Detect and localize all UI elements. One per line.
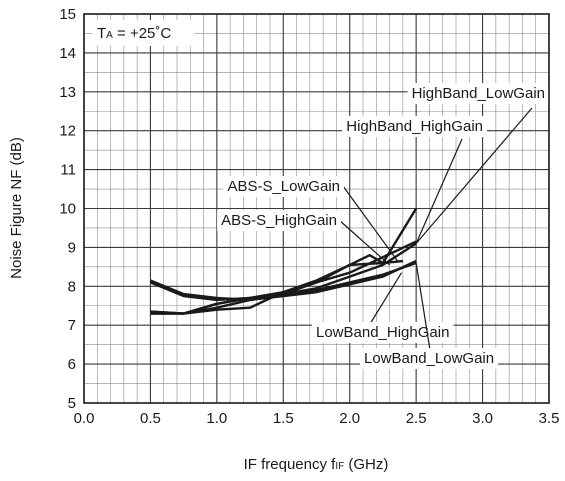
x-tick-label: 3.0	[472, 410, 493, 427]
y-tick-label: 8	[68, 278, 76, 295]
y-tick-label: 13	[59, 84, 76, 101]
y-tick-label: 15	[59, 6, 76, 23]
callout-lowband-lowgain-leader	[415, 262, 431, 351]
x-tick-label: 3.5	[539, 410, 560, 427]
annotation-sub: A	[106, 30, 113, 41]
y-tick-label: 5	[68, 395, 76, 412]
y-tick-label: 11	[60, 162, 76, 179]
x-axis-title-sub: IF	[335, 461, 344, 472]
x-tick-label: 0.0	[74, 410, 95, 427]
x-axis-title-main: IF frequency f	[244, 456, 337, 473]
annotation-rest: = +25˚C	[113, 25, 172, 42]
y-tick-label: 14	[59, 45, 76, 62]
x-axis-title-unit: (GHz)	[344, 456, 388, 473]
y-tick-labels: 5 6 7 8 9 10 11 12 13 14 15	[59, 6, 76, 412]
callout-highband-lowgain-leader	[415, 107, 533, 244]
series-abs-s-highgain	[149, 259, 403, 302]
y-tick-label: 9	[68, 239, 76, 256]
x-axis-title: IF frequency fIF (GHz)	[244, 456, 389, 473]
series-lowband-lowgain	[150, 261, 417, 315]
callout-abs-s-highgain-leader	[338, 219, 390, 266]
callout-lowband-lowgain: LowBand_LowGain	[364, 350, 494, 367]
y-tick-label: 10	[59, 201, 76, 218]
callout-highband-lowgain: HighBand_LowGain	[412, 85, 545, 102]
callout-lowband-highgain-bg	[312, 322, 454, 343]
series-layer	[149, 207, 418, 315]
callout-abs-s-lowgain-leader	[342, 185, 399, 262]
x-tick-label: 2.5	[406, 410, 427, 427]
callout-lowband-highgain-leader	[369, 272, 403, 325]
callout-lowband-highgain: LowBand_HighGain	[316, 324, 449, 341]
y-axis-title: Noise Figure NF (dB)	[8, 137, 25, 279]
y-tick-label: 7	[68, 317, 76, 334]
callout-layer: HighBand_LowGain HighBand_HighGain ABS-S_L…	[217, 83, 549, 369]
series-abs-s-lowgain	[149, 207, 418, 302]
x-tick-label: 1.0	[206, 410, 227, 427]
callout-highband-highgain-bg	[342, 116, 487, 137]
plot-frame	[83, 13, 550, 404]
annotation-main: T	[97, 25, 106, 42]
y-tick-label: 12	[59, 123, 76, 140]
callout-highband-highgain: HighBand_HighGain	[346, 118, 483, 135]
callout-lowband-lowgain-bg	[360, 348, 499, 369]
callout-highband-lowgain-bg	[407, 83, 549, 104]
callout-highband-highgain-leader	[415, 138, 463, 244]
x-tick-label: 2.0	[339, 410, 360, 427]
y-tick-label: 6	[68, 356, 76, 373]
callout-abs-s-highgain: ABS-S_HighGain	[221, 212, 337, 229]
annotation-box	[92, 20, 194, 46]
callout-abs-s-highgain-bg	[217, 210, 341, 231]
x-tick-label: 0.5	[140, 410, 161, 427]
x-tick-label: 1.5	[273, 410, 294, 427]
x-tick-labels: 0.0 0.5 1.0 1.5 2.0 2.5 3.0 3.5	[74, 410, 560, 427]
callout-abs-s-lowgain-bg	[223, 176, 344, 197]
svg-text:TA = +25˚C: TA = +25˚C	[97, 25, 171, 42]
callout-abs-s-lowgain: ABS-S_LowGain	[227, 178, 340, 195]
temperature-annotation: TA = +25˚C	[92, 20, 194, 46]
